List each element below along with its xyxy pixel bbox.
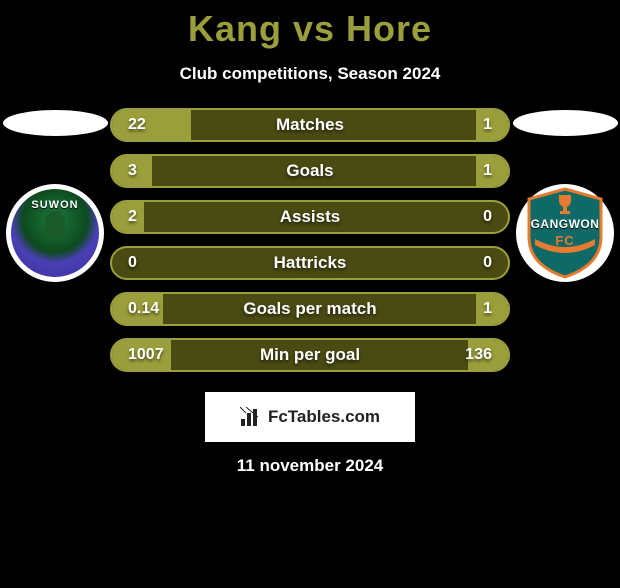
stat-value-right: 0 [483,208,492,226]
stat-fill-right [476,156,508,186]
club-badge-left: SUWON [6,184,104,282]
stat-value-left: 3 [128,162,137,180]
stat-row: 0 Hattricks 0 [110,246,510,280]
player-right-avatar-placeholder [513,110,618,136]
fctables-link-text: FcTables.com [268,407,380,427]
stat-row: 3 Goals 1 [110,154,510,188]
subtitle: Club competitions, Season 2024 [0,64,620,84]
date-label: 11 november 2024 [0,456,620,476]
suwon-badge-text: SUWON [31,199,78,211]
bar-chart-icon [240,407,262,427]
stat-fill-left [112,110,191,140]
suwon-mascot-icon [45,215,65,237]
stat-value-right: 1 [483,116,492,134]
stat-value-left: 1007 [128,346,164,364]
club-badge-right: GANGWON FC [516,184,614,282]
gangwon-badge: GANGWON FC [523,187,607,279]
trophy-icon [555,193,575,215]
stat-value-left: 0.14 [128,300,159,318]
gangwon-badge-text: GANGWON [523,217,607,231]
player-left-avatar-placeholder [3,110,108,136]
stat-bars: 22 Matches 1 3 Goals 1 2 Assists 0 0 Hattricks 0 0.1… [110,108,510,372]
comparison-area: SUWON 22 Matches 1 3 Goals 1 2 Assists 0 0 Hattric… [0,108,620,372]
stat-label: Hattricks [274,253,347,273]
gangwon-badge-sub: FC [523,233,607,248]
stat-label: Goals [286,161,333,181]
stat-value-right: 136 [465,346,492,364]
stat-row: 1007 Min per goal 136 [110,338,510,372]
player-left-slot: SUWON [0,108,110,282]
stat-value-left: 22 [128,116,146,134]
stat-label: Assists [280,207,340,227]
stat-fill-right [476,294,508,324]
stat-value-right: 1 [483,300,492,318]
page-title: Kang vs Hore [0,8,620,50]
stat-value-right: 0 [483,254,492,272]
stat-row: 22 Matches 1 [110,108,510,142]
stat-value-left: 2 [128,208,137,226]
stat-label: Goals per match [243,299,376,319]
stat-row: 2 Assists 0 [110,200,510,234]
stat-label: Min per goal [260,345,360,365]
stat-value-right: 1 [483,162,492,180]
fctables-link[interactable]: FcTables.com [205,392,415,442]
stat-value-left: 0 [128,254,137,272]
suwon-badge: SUWON [11,189,99,277]
player-right-slot: GANGWON FC [510,108,620,282]
stat-fill-right [476,110,508,140]
stat-row: 0.14 Goals per match 1 [110,292,510,326]
stat-label: Matches [276,115,344,135]
